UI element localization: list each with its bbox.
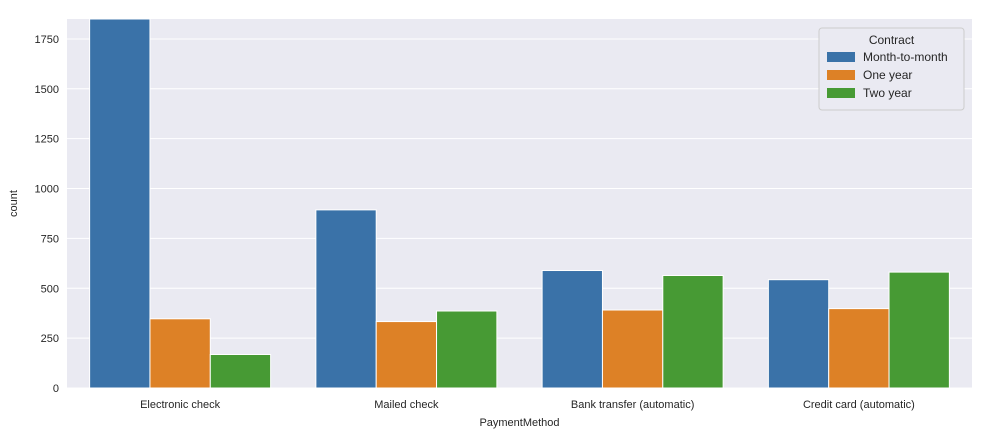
bar — [315, 209, 377, 389]
x-tick-label: Credit card (automatic) — [803, 399, 915, 411]
bar — [767, 279, 830, 389]
legend-swatch — [827, 88, 855, 98]
x-tick-labels: Electronic check Mailed check Bank transfe… — [140, 399, 915, 411]
x-tick-label: Mailed check — [374, 399, 439, 411]
legend-title: Contract — [869, 33, 915, 47]
bar — [149, 318, 211, 389]
legend-swatch — [827, 52, 855, 62]
bar — [662, 275, 724, 389]
y-axis-label: count — [8, 190, 20, 217]
bar — [436, 310, 498, 389]
legend-label: Two year — [863, 86, 912, 100]
y-tick-label: 500 — [41, 283, 59, 295]
bar — [828, 308, 890, 389]
x-tick-label: Electronic check — [140, 399, 221, 411]
y-tick-label: 0 — [53, 383, 59, 395]
y-tick-label: 1750 — [35, 34, 59, 46]
bar — [601, 309, 664, 389]
legend: Contract Month-to-month One year Two year — [818, 27, 965, 111]
y-tick-label: 1000 — [35, 184, 59, 196]
y-tick-label: 1250 — [35, 134, 59, 146]
legend-swatch — [827, 70, 855, 80]
y-tick-label: 250 — [41, 333, 59, 345]
y-tick-label: 1500 — [35, 84, 59, 96]
bars — [89, 18, 950, 389]
bar — [89, 18, 151, 389]
y-tick-labels: 0 250 500 750 1000 1250 1500 1750 — [35, 34, 59, 395]
y-tick-label: 750 — [41, 233, 59, 245]
bar — [209, 353, 272, 389]
bar — [375, 321, 438, 389]
x-axis-label: PaymentMethod — [479, 417, 559, 429]
legend-box — [818, 27, 965, 111]
bar — [541, 270, 603, 389]
legend-items: Month-to-month One year Two year — [827, 50, 948, 100]
x-tick-label: Bank transfer (automatic) — [571, 399, 695, 411]
legend-label: One year — [863, 68, 912, 82]
legend-label: Month-to-month — [863, 50, 948, 64]
bar — [888, 271, 950, 389]
